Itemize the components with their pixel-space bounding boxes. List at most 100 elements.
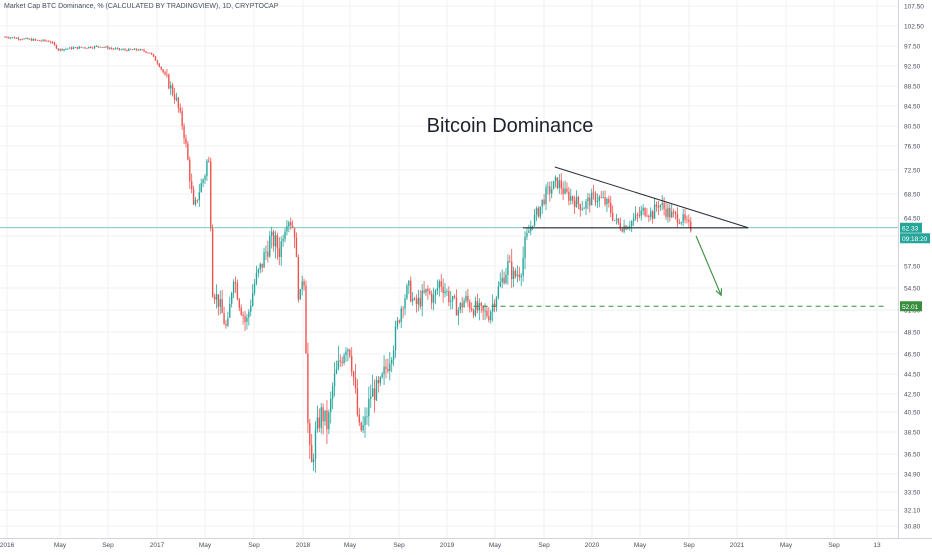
candle-body <box>539 206 541 217</box>
candle-body <box>478 303 481 311</box>
candle-body <box>387 368 389 372</box>
candle-body <box>219 299 221 307</box>
candle-body <box>655 204 658 207</box>
candle-body <box>648 215 650 218</box>
candle-body <box>95 46 98 47</box>
candle-body <box>600 196 602 198</box>
candle-body <box>331 386 334 399</box>
candle-body <box>152 54 155 57</box>
candle-body <box>312 459 315 463</box>
candle-body <box>158 63 160 67</box>
candle-body <box>459 303 461 311</box>
candle-body <box>213 296 216 300</box>
candle-body <box>149 52 151 54</box>
candle-body <box>419 297 421 307</box>
candle-body <box>65 48 67 50</box>
candle-body <box>124 49 126 51</box>
candle-body <box>619 223 621 230</box>
candle-body <box>217 294 220 307</box>
candle-body <box>585 201 587 209</box>
annotation-title[interactable]: Bitcoin Dominance <box>427 115 594 137</box>
candle-body <box>194 199 197 205</box>
candle-body <box>175 97 178 100</box>
candle-body <box>491 303 494 312</box>
candle-body <box>13 37 16 39</box>
candle-body <box>345 351 347 356</box>
candle-body <box>480 303 482 306</box>
candle-body <box>503 277 505 284</box>
candle-body <box>667 208 669 217</box>
candle-body <box>442 286 444 294</box>
candle-body <box>537 208 540 217</box>
candle-body <box>632 219 635 222</box>
price-tick-label: 76.50 <box>904 144 921 151</box>
price-tick-label: 30.80 <box>904 524 921 531</box>
candle-body <box>604 197 606 205</box>
time-tick-label: May <box>54 542 67 549</box>
candle-body <box>650 211 652 218</box>
candle-body <box>91 47 94 49</box>
candle-body <box>570 196 572 201</box>
candle-body <box>337 360 340 369</box>
time-tick-label: Sep <box>102 542 114 549</box>
candle-body <box>120 49 122 51</box>
candle-body <box>126 50 128 51</box>
price-scale-background[interactable] <box>898 0 932 538</box>
candle-body <box>410 280 412 302</box>
candle-body <box>665 208 667 217</box>
candle-body <box>320 407 322 428</box>
price-tick-label: 88.50 <box>904 84 921 91</box>
candle-body <box>42 39 44 41</box>
current-price-label: 62.33 <box>902 225 919 232</box>
candle-body <box>255 272 258 284</box>
price-series <box>4 36 692 473</box>
candle-body <box>173 94 176 100</box>
candle-body <box>46 40 48 42</box>
candle-body <box>404 298 406 309</box>
candle-body <box>524 236 526 259</box>
candle-body <box>269 235 271 257</box>
candle-body <box>225 324 227 326</box>
candle-body <box>48 41 50 42</box>
candle-body <box>135 48 138 50</box>
candle-body <box>497 286 500 298</box>
candle-body <box>335 368 338 374</box>
candle-body <box>291 225 294 228</box>
resistance-trendline[interactable] <box>554 166 749 229</box>
candle-body <box>202 179 204 184</box>
candle-body <box>265 251 267 253</box>
candle-body <box>339 360 341 362</box>
candle-body <box>606 198 608 205</box>
time-axis[interactable]: 2016 May Sep 2017 May Sep 2018 May Sep 2019 May Sep… <box>0 542 881 549</box>
candle-body <box>611 212 614 221</box>
candle-body <box>72 47 75 49</box>
candle-body <box>177 97 180 108</box>
candle-body <box>446 291 448 293</box>
candle-body <box>421 290 423 307</box>
price-tick-label: 102.50 <box>904 24 924 31</box>
price-axis[interactable]: 107.50 102.50 97.50 92.50 88.50 84.50 80.50 76.… <box>904 4 924 531</box>
candle-body <box>368 398 370 417</box>
price-tick-label: 92.50 <box>904 64 921 71</box>
candle-body <box>505 274 507 284</box>
candle-body <box>617 218 620 224</box>
candle-body <box>93 46 96 48</box>
candle-body <box>164 72 166 75</box>
candle-body <box>181 111 183 127</box>
candle-body <box>179 107 181 112</box>
candle-body <box>613 220 616 221</box>
candle-body <box>451 296 454 301</box>
candle-body <box>80 46 82 48</box>
candle-body <box>110 48 113 49</box>
candle-body <box>398 320 401 323</box>
projection-arrow[interactable] <box>695 235 722 296</box>
time-scale-background[interactable] <box>0 538 898 550</box>
time-tick-label: Sep <box>393 542 405 549</box>
candle-body <box>573 200 576 208</box>
price-tick-label: 46.50 <box>904 352 921 359</box>
candle-body <box>324 410 326 422</box>
candle-body <box>362 425 364 431</box>
candle-body <box>562 188 564 194</box>
candle-body <box>434 290 437 296</box>
candle-body <box>305 285 307 354</box>
